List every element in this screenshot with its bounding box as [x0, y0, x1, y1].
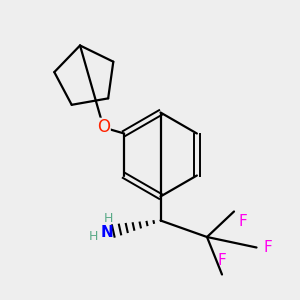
- Text: F: F: [238, 214, 247, 230]
- Text: N: N: [100, 225, 113, 240]
- Text: H: H: [103, 212, 113, 225]
- Text: F: F: [263, 240, 272, 255]
- Text: F: F: [218, 253, 226, 268]
- Text: O: O: [97, 118, 110, 136]
- Text: H: H: [89, 230, 98, 244]
